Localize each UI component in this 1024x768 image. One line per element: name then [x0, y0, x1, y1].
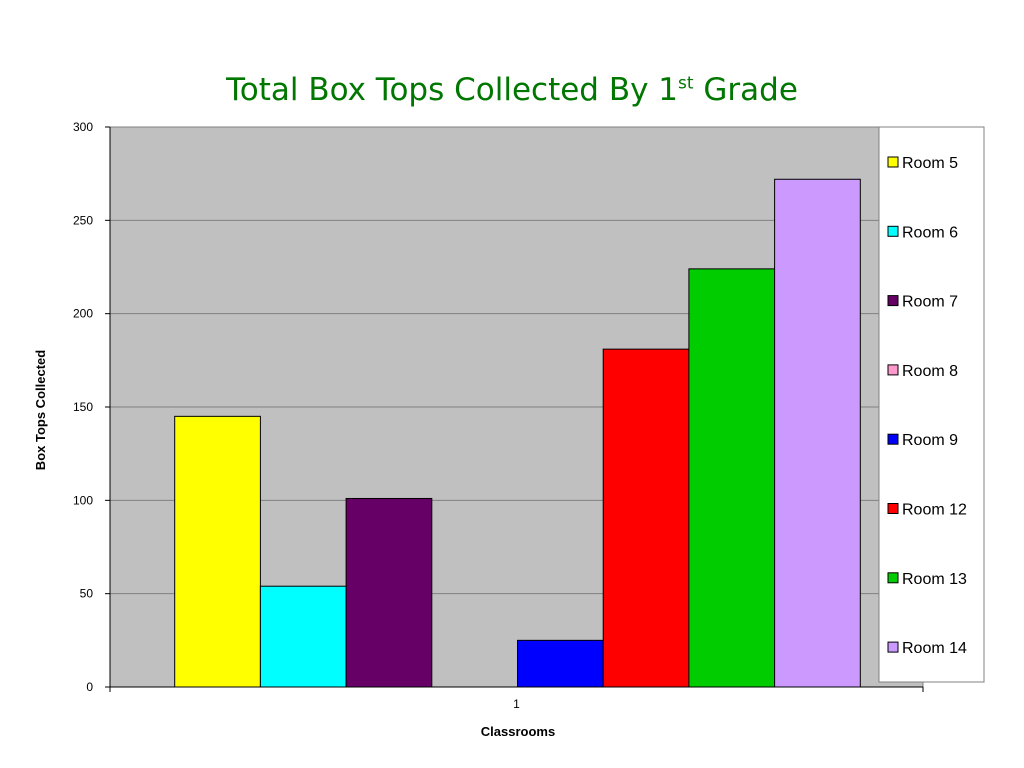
- legend-label: Room 5: [902, 155, 958, 172]
- y-axis-title: Box Tops Collected: [33, 350, 48, 470]
- legend-swatch: [887, 295, 899, 307]
- y-tick-label: 50: [80, 587, 94, 601]
- bar-room-5: [174, 415, 261, 688]
- legend-swatch: [887, 503, 899, 514]
- bars: [174, 178, 861, 688]
- legend-label: Room 6: [902, 224, 958, 241]
- bar-room-12: [602, 348, 690, 688]
- legend-swatch: [887, 641, 899, 653]
- legend-swatch: [887, 433, 899, 445]
- chart-title-superscript: st: [678, 73, 694, 94]
- bar-room-13: [688, 268, 776, 688]
- bar-room-9: [517, 639, 604, 688]
- legend-label: Room 8: [902, 363, 958, 380]
- y-tick-label: 150: [73, 400, 93, 414]
- chart-title-suffix: Grade: [693, 72, 798, 108]
- legend-box: [878, 126, 985, 683]
- legend-label: Room 7: [902, 294, 958, 311]
- legend-swatch: [887, 572, 899, 584]
- bar-room-6: [259, 585, 347, 688]
- bar-room-14: [774, 178, 861, 688]
- x-tick-label: 1: [513, 697, 520, 711]
- legend-swatch: [887, 225, 899, 237]
- y-tick-label: 100: [73, 493, 93, 507]
- y-tick-label: 300: [73, 120, 93, 134]
- legend-label: Room 14: [902, 640, 967, 657]
- legend-label: Room 13: [902, 571, 967, 588]
- legend-label: Room 12: [902, 502, 967, 519]
- chart-title: Total Box Tops Collected By 1st Grade: [0, 72, 1024, 108]
- y-ticks: 0 50 100 150 200 250 300: [73, 120, 110, 694]
- y-tick-label: 200: [73, 307, 93, 321]
- legend-swatch: [887, 156, 899, 168]
- x-ticks: 1: [109, 687, 924, 711]
- legend-items: Room 5 Room 6 Room 7 Room 8 Room 9 Room 12 Roo…: [887, 155, 967, 657]
- bar-room-7: [345, 497, 433, 688]
- legend-swatch: [887, 364, 899, 376]
- chart-title-main: Total Box Tops Collected By 1: [226, 72, 679, 108]
- y-tick-label: 250: [73, 213, 93, 227]
- legend-label: Room 9: [902, 432, 958, 449]
- legend: Room 5 Room 6 Room 7 Room 8 Room 9 Room 12 Roo…: [878, 126, 985, 683]
- x-axis-title: Classrooms: [481, 724, 555, 739]
- y-tick-label: 0: [86, 680, 93, 694]
